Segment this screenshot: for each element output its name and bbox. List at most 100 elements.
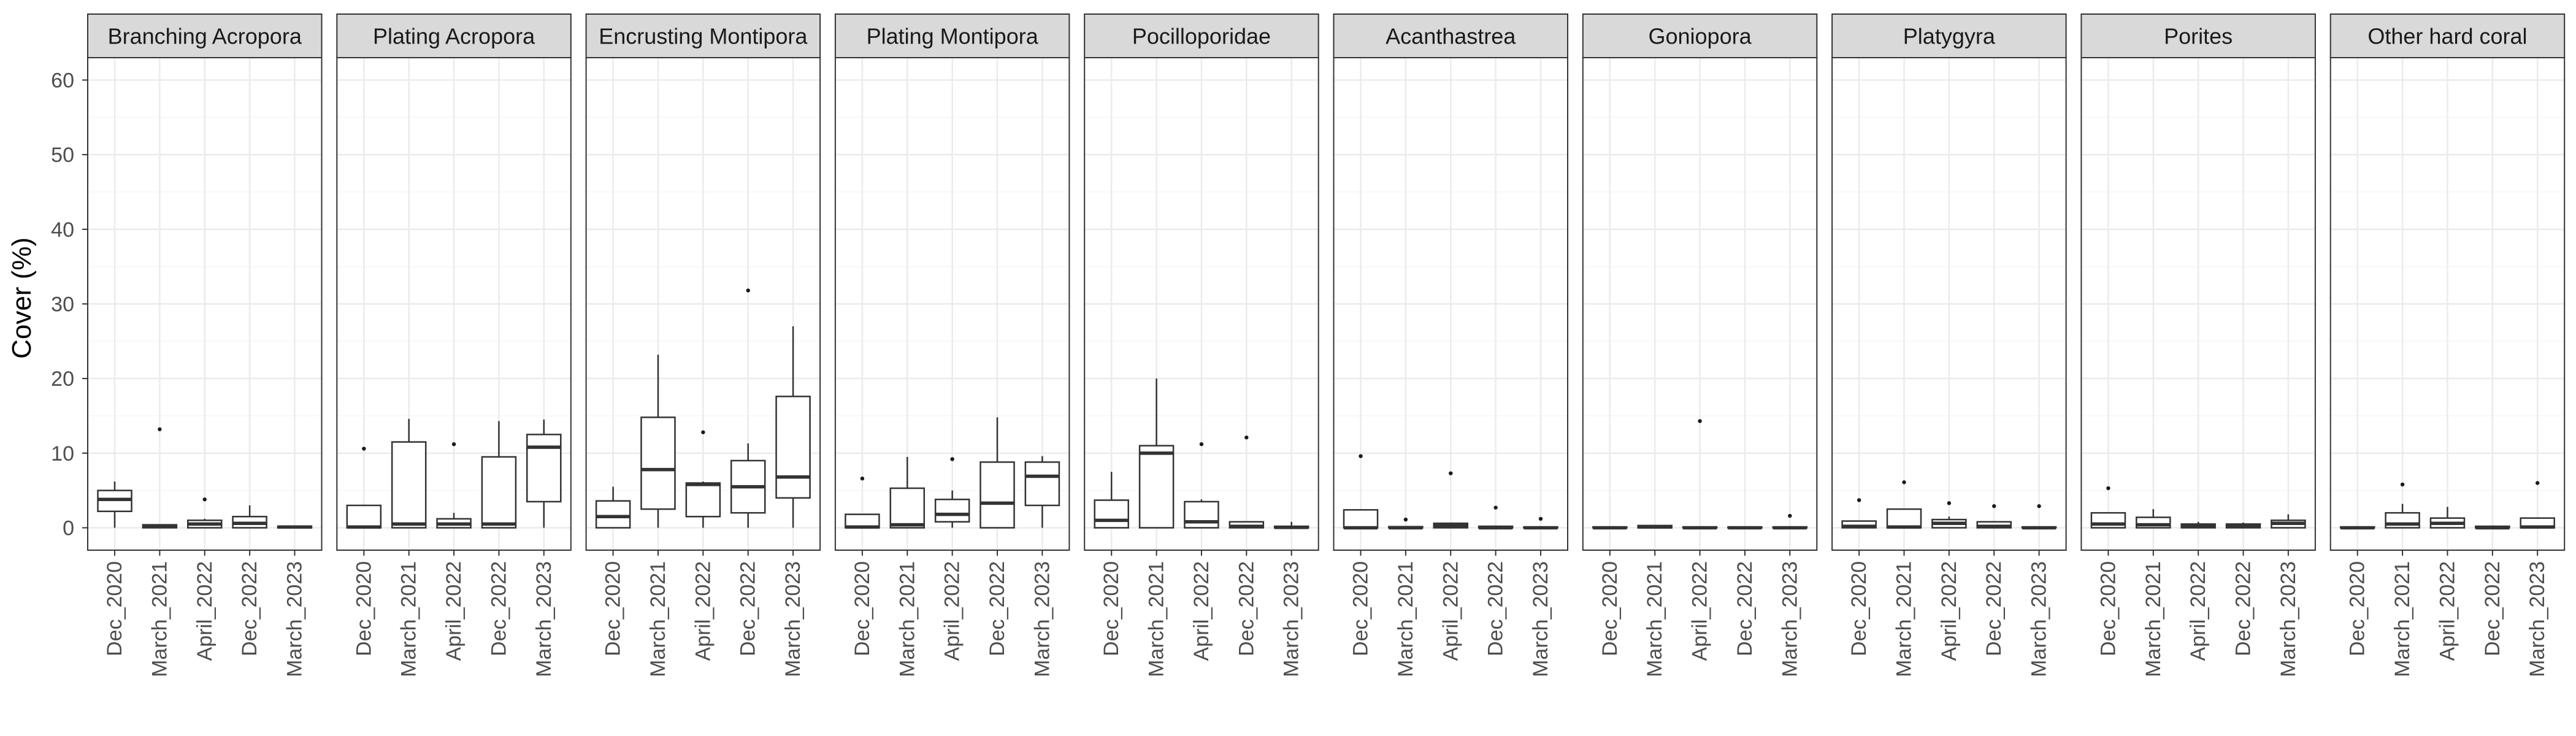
x-tick-label: March_2021 (1145, 561, 1168, 677)
facet-strip-label: Platygyra (1903, 24, 1996, 49)
outlier-point (2400, 482, 2405, 487)
box-March_2021 (1637, 524, 1673, 529)
box-Dec_2022 (979, 417, 1015, 529)
box-March_2023 (1523, 516, 1558, 530)
box-April_2022 (1184, 442, 1219, 529)
box-March_2023 (277, 525, 313, 529)
facet-strip (2329, 13, 2566, 58)
box-Dec_2022 (2225, 522, 2261, 529)
box-March_2021 (889, 456, 926, 529)
facet-panel: Plating Montipora Dec_2020 March_2021 April… (834, 13, 1070, 677)
outlier-point (1947, 501, 1952, 505)
x-tick-label: April_2022 (1689, 561, 1712, 661)
x-tick-label: Dec_2020 (1598, 561, 1622, 656)
box-March_2021 (1138, 378, 1175, 529)
box-iqr (640, 416, 676, 510)
facet-panel: Goniopora Dec_2020 March_2021 April_2022 Dec… (1582, 13, 1818, 677)
box-April_2022 (1931, 501, 1967, 529)
box-Dec_2020 (2090, 486, 2126, 529)
box-March_2023 (1024, 456, 1060, 528)
facet-strip (336, 13, 572, 58)
facet-panel: Porites Dec_2020 March_2021 April_2022 Dec_2… (2080, 13, 2316, 677)
box-April_2022 (2429, 507, 2466, 529)
facet-strip-label: Acanthastrea (1386, 24, 1516, 49)
box-March_2023 (526, 420, 562, 528)
box-iqr (1138, 445, 1175, 529)
facet-strip (87, 13, 323, 58)
box-Dec_2020 (595, 486, 631, 529)
facet-panel: Platygyra Dec_2020 March_2021 April_2022 Dec… (1831, 13, 2067, 677)
x-tick-label: March_2021 (2391, 561, 2414, 677)
box-March_2023 (2520, 481, 2555, 529)
facet-strip (834, 13, 1070, 58)
x-tick-label: April_2022 (1190, 561, 1213, 661)
x-tick-label: Dec_2020 (1100, 561, 1123, 656)
outlier-point (1992, 504, 1996, 508)
x-tick-label: April_2022 (442, 561, 466, 661)
x-tick-label: April_2022 (2436, 561, 2459, 661)
x-tick-label: March_2023 (1529, 561, 1552, 677)
x-tick-label: March_2023 (283, 561, 306, 677)
facet-panel: Plating Acropora Dec_2020 March_2021 April_… (336, 13, 572, 677)
x-tick-label: Dec_2020 (851, 561, 874, 656)
facet-panel: Encrusting Montipora Dec_2020 March_2021 Ap… (585, 13, 821, 677)
x-tick-label: March_2023 (2526, 561, 2549, 677)
box-Dec_2020 (1343, 454, 1379, 530)
box-iqr (526, 434, 562, 503)
x-tick-label: Dec_2020 (1349, 561, 1373, 656)
box-iqr (1184, 500, 1219, 529)
box-iqr (1024, 461, 1060, 507)
facet-panel: Acanthastrea Dec_2020 March_2021 April_2022… (1333, 13, 1568, 677)
x-tick-label: Dec_2022 (1484, 561, 1508, 656)
outlier-point (451, 442, 456, 447)
facet-panel: Other hard coral Dec_2020 March_2021 April_… (2329, 13, 2566, 677)
box-iqr (346, 504, 382, 529)
facet-strip-label: Plating Acropora (373, 24, 535, 49)
x-tick-label: Dec_2022 (1982, 561, 2006, 656)
x-tick-label: March_2021 (1892, 561, 1915, 677)
facet-strip (1333, 13, 1568, 58)
facet-strip-label: Plating Montipora (867, 24, 1039, 49)
outlier-point (701, 430, 705, 434)
box-iqr (934, 499, 970, 523)
x-tick-label: March_2023 (2277, 561, 2300, 677)
box-iqr (979, 461, 1015, 529)
box-iqr (1343, 509, 1379, 529)
box-April_2022 (186, 497, 223, 529)
box-Dec_2022 (232, 505, 267, 529)
box-March_2023 (2271, 514, 2306, 529)
y-tick-label: 10 (51, 442, 74, 466)
x-tick-label: March_2021 (148, 561, 171, 677)
box-iqr (775, 396, 811, 499)
x-tick-label: April_2022 (193, 561, 217, 661)
x-tick-label: Dec_2022 (2481, 561, 2504, 656)
box-April_2022 (685, 430, 721, 528)
x-tick-label: Dec_2020 (1847, 561, 1871, 656)
outlier-point (1359, 454, 1363, 458)
box-Dec_2020 (845, 477, 880, 529)
box-Dec_2022 (1229, 435, 1265, 529)
x-tick-label: March_2021 (2142, 561, 2165, 677)
outlier-point (202, 497, 207, 502)
outlier-point (1493, 505, 1498, 510)
y-tick-label: 30 (51, 293, 74, 316)
box-iqr (685, 482, 721, 518)
box-March_2021 (1388, 517, 1424, 530)
facet-strip-label: Other hard coral (2367, 24, 2527, 49)
facet-panels: 0 10 20 30 40 50 60 Branching Acropora Dec_2020 M… (51, 13, 2566, 677)
facet-strip-label: Pocilloporidae (1132, 24, 1271, 49)
outlier-point (2037, 504, 2041, 508)
box-iqr (1094, 499, 1129, 529)
facet-strip (1831, 13, 2067, 58)
x-tick-label: April_2022 (691, 561, 715, 661)
outlier-point (1538, 516, 1543, 521)
box-April_2022 (1433, 471, 1469, 529)
box-April_2022 (1682, 419, 1718, 530)
box-Dec_2022 (481, 421, 517, 529)
x-tick-label: Dec_2022 (238, 561, 261, 656)
x-tick-label: Dec_2020 (2096, 561, 2120, 656)
box-April_2022 (2180, 521, 2216, 529)
box-March_2021 (2385, 482, 2420, 529)
box-March_2021 (640, 355, 676, 528)
